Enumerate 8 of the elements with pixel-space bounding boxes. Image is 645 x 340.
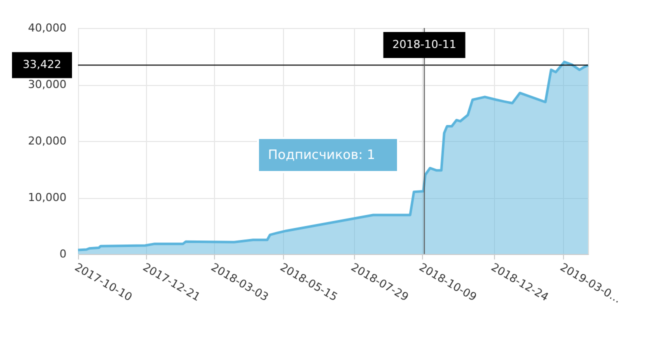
y-tick-label: 30,000 — [28, 78, 66, 91]
ref-line-label: 33,422 — [22, 58, 62, 72]
y-tick-label: 40,000 — [28, 22, 66, 34]
y-tick-label: 20,000 — [28, 134, 66, 148]
y-tick-label: 0 — [60, 248, 66, 260]
annotation: Подписчиков: 1 — [268, 148, 376, 163]
ref-line-label: 2018-10-11 — [392, 38, 456, 51]
y-tick-label: 10,000 — [28, 191, 66, 204]
